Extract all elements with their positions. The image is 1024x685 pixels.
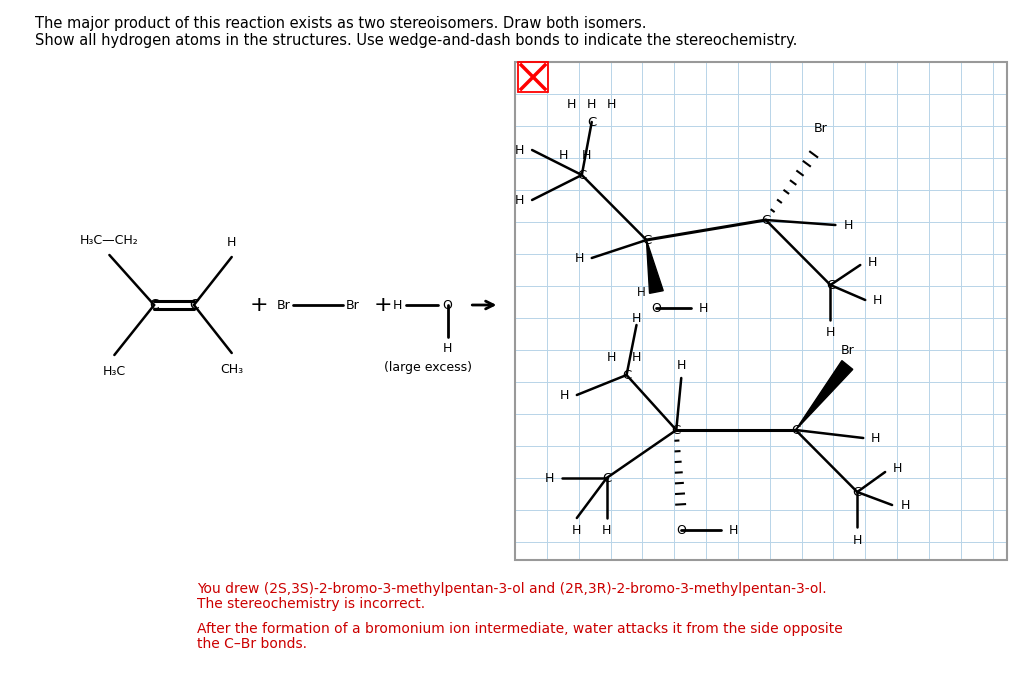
Text: H: H — [545, 471, 554, 484]
Text: C: C — [761, 214, 770, 227]
Text: H: H — [867, 256, 877, 269]
Text: C: C — [791, 423, 800, 436]
Text: C: C — [587, 116, 596, 129]
Text: H: H — [607, 351, 616, 364]
Text: H: H — [575, 251, 585, 264]
Text: H: H — [825, 325, 836, 338]
Text: +: + — [249, 295, 268, 315]
Text: Br: Br — [814, 121, 827, 134]
Text: H: H — [602, 523, 611, 536]
Text: CH₃: CH₃ — [220, 362, 244, 375]
Text: Br: Br — [346, 299, 359, 312]
Text: H: H — [572, 523, 582, 536]
Text: You drew (2S,3S)-2-bromo-3-methylpentan-3-ol and (2R,3R)-2-bromo-3-methylpentan-: You drew (2S,3S)-2-bromo-3-methylpentan-… — [197, 582, 826, 596]
Text: O: O — [651, 301, 662, 314]
Text: H: H — [637, 286, 646, 299]
Text: After the formation of a bromonium ion intermediate, water attacks it from the s: After the formation of a bromonium ion i… — [197, 622, 843, 636]
Text: Br: Br — [841, 343, 854, 356]
Text: C: C — [825, 279, 835, 292]
Text: H₃C—CH₂: H₃C—CH₂ — [80, 234, 139, 247]
Text: The major product of this reaction exists as two stereoisomers. Draw both isomer: The major product of this reaction exist… — [35, 16, 646, 31]
Text: H: H — [870, 432, 880, 445]
Text: H: H — [892, 462, 902, 475]
Text: H₃C: H₃C — [102, 364, 126, 377]
Text: Show all hydrogen atoms in the structures. Use wedge-and-dash bonds to indicate : Show all hydrogen atoms in the structure… — [35, 33, 797, 48]
Text: C: C — [578, 169, 587, 182]
Text: H: H — [567, 97, 577, 110]
Text: H: H — [632, 312, 641, 325]
Text: H: H — [560, 388, 569, 401]
Text: C: C — [642, 234, 651, 247]
Text: C: C — [853, 486, 862, 499]
Text: H: H — [632, 351, 641, 364]
Text: H: H — [872, 293, 882, 306]
Text: H: H — [677, 358, 686, 371]
Text: Br: Br — [276, 299, 291, 312]
Polygon shape — [796, 360, 853, 430]
Text: H: H — [582, 149, 592, 162]
Text: (large excess): (large excess) — [384, 360, 472, 373]
Text: H: H — [442, 342, 453, 355]
Text: H: H — [728, 523, 737, 536]
Text: H: H — [853, 534, 862, 547]
Text: C: C — [602, 471, 611, 484]
Text: H: H — [587, 97, 596, 110]
Text: H: H — [227, 236, 237, 249]
Text: H: H — [698, 301, 708, 314]
Text: C: C — [150, 298, 159, 312]
Text: H: H — [900, 499, 909, 512]
Text: the C–Br bonds.: the C–Br bonds. — [197, 637, 307, 651]
Text: H: H — [514, 193, 524, 206]
Bar — [515, 62, 1008, 560]
Text: +: + — [374, 295, 392, 315]
Text: H: H — [607, 97, 616, 110]
Text: The stereochemistry is incorrect.: The stereochemistry is incorrect. — [197, 597, 425, 611]
Text: H: H — [393, 299, 402, 312]
Text: C: C — [672, 423, 681, 436]
Text: H: H — [514, 143, 524, 156]
Text: C: C — [622, 369, 631, 382]
Polygon shape — [646, 240, 664, 293]
Bar — [518, 62, 548, 92]
Text: O: O — [442, 299, 453, 312]
Text: O: O — [676, 523, 686, 536]
Text: C: C — [189, 298, 199, 312]
Text: H: H — [559, 149, 568, 162]
Text: H: H — [844, 219, 853, 232]
